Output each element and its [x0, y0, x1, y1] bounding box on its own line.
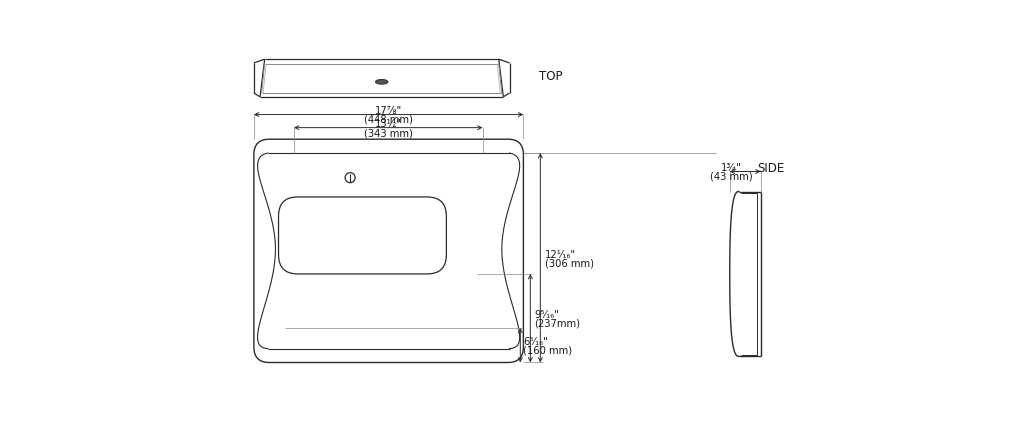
Text: 1¾": 1¾": [721, 162, 742, 173]
Text: (160 mm): (160 mm): [524, 346, 573, 356]
Text: 17⅞": 17⅞": [375, 106, 402, 116]
Text: 9⁵⁄₁₆": 9⁵⁄₁₆": [534, 310, 559, 320]
Text: (43 mm): (43 mm): [710, 172, 752, 182]
Text: TOP: TOP: [539, 70, 563, 83]
Text: (343 mm): (343 mm): [364, 128, 413, 138]
Text: (306 mm): (306 mm): [545, 258, 593, 268]
Ellipse shape: [375, 79, 387, 84]
Text: 12¹⁄₁₆": 12¹⁄₁₆": [545, 250, 576, 260]
Text: 13½": 13½": [375, 119, 402, 129]
Text: (448 mm): (448 mm): [364, 115, 413, 125]
Text: (237mm): (237mm): [534, 319, 580, 329]
Text: SIDE: SIDE: [757, 162, 785, 175]
Text: 6⁵⁄₁₆": 6⁵⁄₁₆": [524, 337, 548, 347]
